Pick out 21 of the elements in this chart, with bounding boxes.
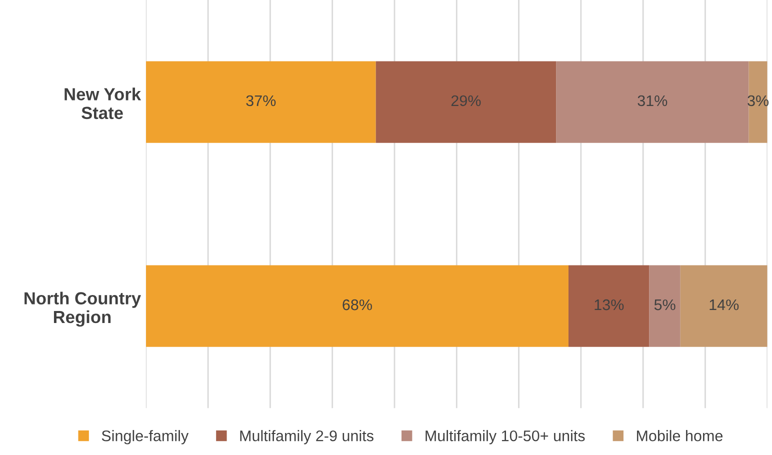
data-label: 29% — [451, 95, 481, 106]
bar — [146, 61, 376, 143]
legend-label: Multifamily 2-9 units — [240, 430, 374, 444]
bar — [556, 61, 749, 143]
legend-label: Multifamily 10-50+ units — [426, 430, 585, 444]
legend-label: Mobile home — [636, 430, 723, 442]
bar — [680, 265, 768, 347]
bar — [748, 61, 768, 143]
y-tick-label: North Country Region — [24, 292, 141, 327]
bar — [568, 265, 650, 347]
data-label: 14% — [710, 299, 739, 310]
legend-label: Single-family — [102, 430, 189, 444]
data-label: 5% — [654, 299, 676, 310]
data-label: 68% — [342, 299, 372, 310]
y-tick-label: New York State — [64, 88, 142, 120]
data-label: 31% — [638, 95, 668, 106]
data-label: 37% — [246, 95, 276, 106]
data-label: 13% — [594, 299, 624, 310]
bar — [649, 265, 680, 347]
bar — [146, 265, 568, 347]
bar — [376, 61, 556, 143]
